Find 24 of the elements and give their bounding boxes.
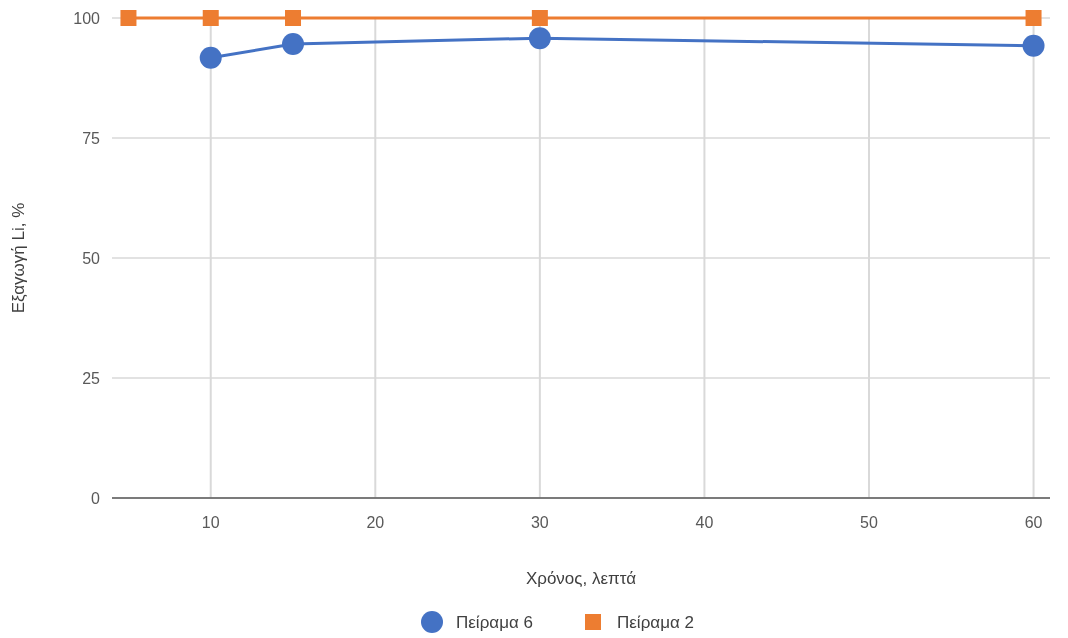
point	[528, 27, 551, 50]
x-tick-label: 10	[201, 514, 220, 531]
y-tick-label: 75	[82, 129, 101, 147]
y-tick-label: 25	[82, 369, 101, 387]
legend-label: Πείραμα 2	[617, 612, 694, 632]
y-axis-title: Εξαγωγή Li, %	[9, 202, 28, 314]
y-tick-label: 0	[91, 489, 101, 507]
x-tick-label: 40	[695, 514, 714, 531]
point	[282, 32, 305, 55]
x-tick-label: 20	[366, 514, 385, 531]
x-tick-label: 60	[1024, 514, 1043, 531]
x-axis-title: Χρόνος, λεπτά	[525, 569, 637, 588]
point	[199, 46, 222, 69]
x-tick-label: 50	[860, 514, 878, 531]
point	[120, 10, 137, 26]
y-tick-label: 100	[73, 9, 101, 27]
x-tick-label: 30	[530, 514, 549, 531]
point	[202, 10, 219, 26]
point	[285, 10, 302, 26]
point	[1022, 34, 1045, 57]
legend-label: Πείραμα 6	[456, 612, 533, 632]
point	[1025, 10, 1042, 26]
y-tick-label: 50	[82, 249, 101, 267]
point	[531, 10, 548, 26]
